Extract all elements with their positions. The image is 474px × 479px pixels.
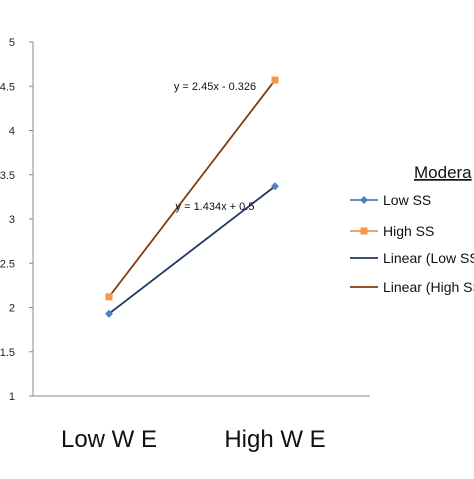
- trendline-equation: y = 1.434x + 0.5: [176, 201, 255, 213]
- legend-label: Low SS: [383, 192, 431, 208]
- legend-title: Modera: [414, 163, 472, 182]
- labels-layer: 1 1.5 2 2.5 3 3.5 4 4.5 5 Low W E High W E y = 1.43…: [0, 37, 326, 453]
- axes: [29, 41, 370, 397]
- series-layer: [105, 76, 279, 318]
- legend-label: Linear (High SS: [383, 279, 474, 295]
- legend: Modera Low SS High SS Linear (Low SS Linear …: [350, 163, 474, 295]
- legend-label: Linear (Low SS: [383, 250, 474, 266]
- series-line-high-ss: [108, 79, 276, 298]
- series-line-low-ss: [108, 185, 276, 315]
- y-tick-label: 3: [9, 214, 15, 226]
- legend-marker: [360, 227, 368, 235]
- data-point: [271, 182, 279, 191]
- trendline-equation: y = 2.45x - 0.326: [174, 81, 256, 93]
- legend-marker: [360, 196, 368, 204]
- x-tick-label: High W E: [224, 426, 325, 453]
- data-point: [105, 293, 113, 301]
- y-tick-label: 2.5: [0, 258, 15, 270]
- y-tick-label: 5: [9, 37, 15, 49]
- y-tick-label: 1: [9, 391, 15, 403]
- data-point: [271, 76, 279, 84]
- data-point: [105, 309, 113, 318]
- y-tick-label: 3.5: [0, 170, 15, 182]
- y-tick-label: 2: [9, 303, 15, 315]
- x-tick-label: Low W E: [61, 426, 157, 453]
- y-tick-label: 1.5: [0, 347, 15, 359]
- y-tick-label: 4: [9, 126, 15, 138]
- legend-label: High SS: [383, 223, 434, 239]
- y-tick-label: 4.5: [0, 81, 15, 93]
